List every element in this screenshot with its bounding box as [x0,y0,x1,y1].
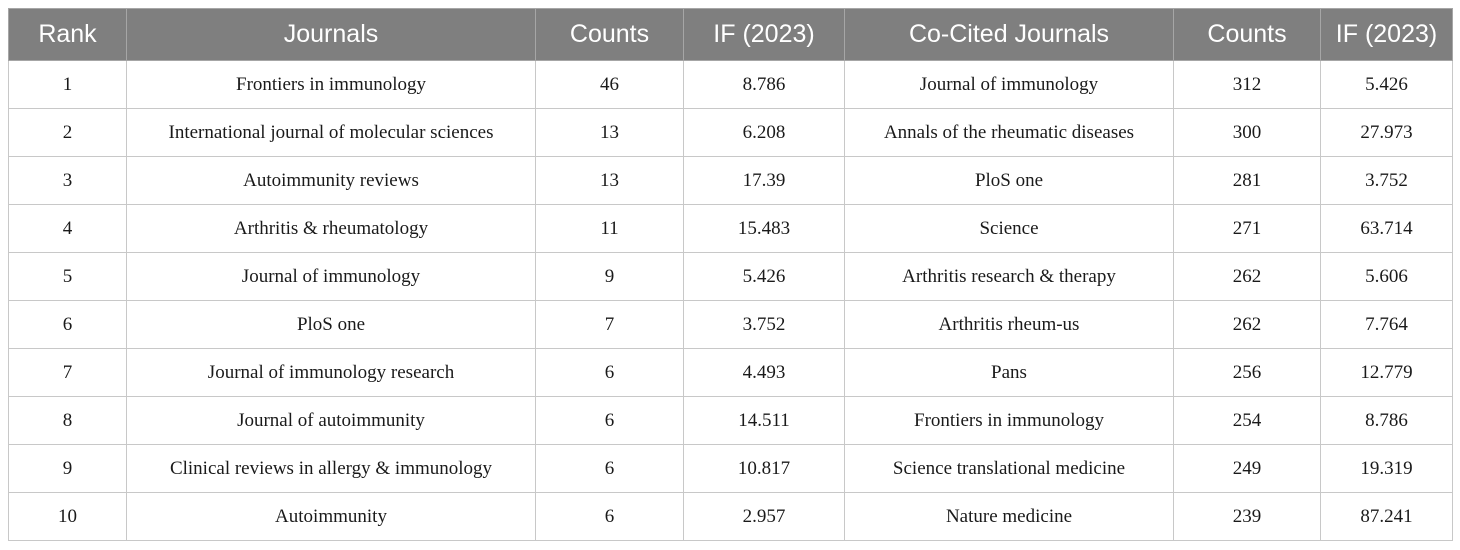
table-row: 8 Journal of autoimmunity 6 14.511 Frontiers… [8,396,1453,445]
co-cited-counts-cell: 249 [1173,444,1321,493]
counts-cell: 13 [535,156,684,205]
co-cited-impact-factor-cell: 5.606 [1320,252,1453,301]
co-cited-journal-cell: Arthritis rheum-us [844,300,1174,349]
journal-cell: Frontiers in immunology [126,60,536,109]
co-cited-counts-cell: 239 [1173,492,1321,541]
co-cited-impact-factor-cell: 63.714 [1320,204,1453,253]
table-header: Rank Journals Counts IF (2023) Co-Cited … [8,8,1453,61]
impact-factor-cell: 14.511 [683,396,845,445]
co-cited-counts-cell: 262 [1173,300,1321,349]
table-row: 10 Autoimmunity 6 2.957 Nature medicine 239 87… [8,492,1453,541]
table-row: 6 PloS one 7 3.752 Arthritis rheum-us 262 7.76… [8,300,1453,349]
rank-cell: 10 [8,492,127,541]
co-cited-impact-factor-cell: 5.426 [1320,60,1453,109]
table-body: 1 Frontiers in immunology 46 8.786 Journal o… [8,60,1453,541]
header-journals: Journals [126,8,536,61]
table-row: 1 Frontiers in immunology 46 8.786 Journal o… [8,60,1453,109]
impact-factor-cell: 17.39 [683,156,845,205]
journal-cell: Arthritis & rheumatology [126,204,536,253]
rank-cell: 6 [8,300,127,349]
counts-cell: 6 [535,492,684,541]
rank-cell: 3 [8,156,127,205]
rank-cell: 5 [8,252,127,301]
co-cited-impact-factor-cell: 19.319 [1320,444,1453,493]
header-co-cited-journals: Co-Cited Journals [844,8,1174,61]
co-cited-impact-factor-cell: 3.752 [1320,156,1453,205]
counts-cell: 6 [535,444,684,493]
impact-factor-cell: 3.752 [683,300,845,349]
co-cited-journal-cell: Pans [844,348,1174,397]
header-counts: Counts [535,8,684,61]
impact-factor-cell: 5.426 [683,252,845,301]
impact-factor-cell: 8.786 [683,60,845,109]
co-cited-journal-cell: Journal of immunology [844,60,1174,109]
counts-cell: 46 [535,60,684,109]
impact-factor-cell: 4.493 [683,348,845,397]
impact-factor-cell: 10.817 [683,444,845,493]
table-row: 5 Journal of immunology 9 5.426 Arthritis re… [8,252,1453,301]
co-cited-impact-factor-cell: 87.241 [1320,492,1453,541]
journal-cell: Journal of immunology research [126,348,536,397]
counts-cell: 13 [535,108,684,157]
journals-table: Rank Journals Counts IF (2023) Co-Cited … [8,8,1453,541]
counts-cell: 11 [535,204,684,253]
table-row: 4 Arthritis & rheumatology 11 15.483 Science… [8,204,1453,253]
co-cited-journal-cell: Nature medicine [844,492,1174,541]
journal-cell: Autoimmunity [126,492,536,541]
co-cited-journal-cell: PloS one [844,156,1174,205]
co-cited-counts-cell: 281 [1173,156,1321,205]
journal-cell: PloS one [126,300,536,349]
header-co-cited-impact-factor: IF (2023) [1320,8,1453,61]
counts-cell: 6 [535,348,684,397]
co-cited-counts-cell: 256 [1173,348,1321,397]
rank-cell: 8 [8,396,127,445]
header-row: Rank Journals Counts IF (2023) Co-Cited … [8,8,1453,61]
counts-cell: 7 [535,300,684,349]
co-cited-impact-factor-cell: 12.779 [1320,348,1453,397]
co-cited-counts-cell: 300 [1173,108,1321,157]
co-cited-journal-cell: Annals of the rheumatic diseases [844,108,1174,157]
impact-factor-cell: 15.483 [683,204,845,253]
journal-cell: Journal of autoimmunity [126,396,536,445]
co-cited-counts-cell: 262 [1173,252,1321,301]
rank-cell: 4 [8,204,127,253]
co-cited-impact-factor-cell: 7.764 [1320,300,1453,349]
co-cited-journal-cell: Frontiers in immunology [844,396,1174,445]
counts-cell: 6 [535,396,684,445]
header-co-cited-counts: Counts [1173,8,1321,61]
journal-cell: International journal of molecular scien… [126,108,536,157]
table-row: 2 International journal of molecular scie… [8,108,1453,157]
rank-cell: 1 [8,60,127,109]
rank-cell: 9 [8,444,127,493]
co-cited-journal-cell: Science translational medicine [844,444,1174,493]
table-row: 3 Autoimmunity reviews 13 17.39 PloS one 281 3… [8,156,1453,205]
co-cited-counts-cell: 254 [1173,396,1321,445]
rank-cell: 2 [8,108,127,157]
co-cited-journal-cell: Arthritis research & therapy [844,252,1174,301]
journal-cell: Clinical reviews in allergy & immunology [126,444,536,493]
header-rank: Rank [8,8,127,61]
co-cited-counts-cell: 312 [1173,60,1321,109]
co-cited-counts-cell: 271 [1173,204,1321,253]
co-cited-impact-factor-cell: 8.786 [1320,396,1453,445]
rank-cell: 7 [8,348,127,397]
header-impact-factor: IF (2023) [683,8,845,61]
table-row: 9 Clinical reviews in allergy & immunolog… [8,444,1453,493]
co-cited-impact-factor-cell: 27.973 [1320,108,1453,157]
journal-cell: Journal of immunology [126,252,536,301]
table-row: 7 Journal of immunology research 6 4.493 Pan… [8,348,1453,397]
impact-factor-cell: 6.208 [683,108,845,157]
journal-cell: Autoimmunity reviews [126,156,536,205]
impact-factor-cell: 2.957 [683,492,845,541]
counts-cell: 9 [535,252,684,301]
co-cited-journal-cell: Science [844,204,1174,253]
